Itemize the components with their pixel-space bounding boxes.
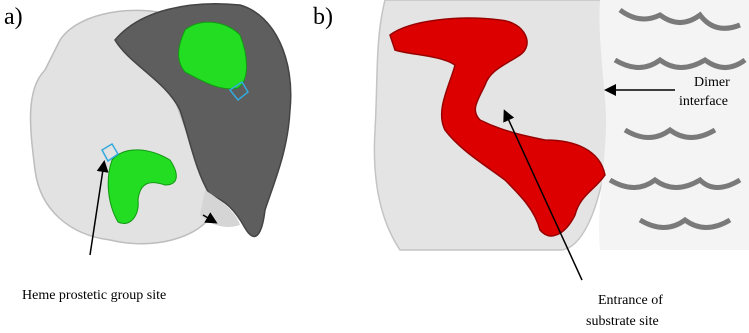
panel-label: a) [4,4,23,30]
annotation-arrow [503,109,583,281]
annotation-arrow [89,160,109,256]
annotation: Dimer [694,75,730,90]
panel-b-image [373,0,749,251]
annotation: Entrance of [598,293,663,308]
panel-a-image [29,3,292,245]
annotation: Heme prostetic group site [22,288,166,303]
annotation: interface [679,94,728,109]
annotation: substrate site [586,314,659,329]
panel-label: b) [313,4,333,30]
